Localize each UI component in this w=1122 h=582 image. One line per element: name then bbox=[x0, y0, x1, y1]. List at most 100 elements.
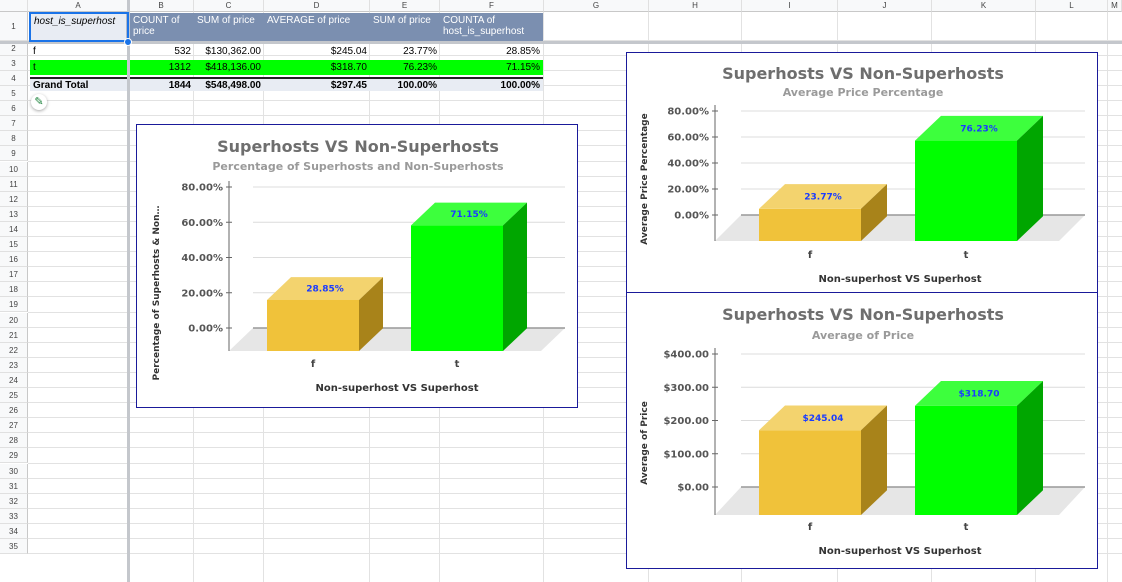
row-header-1[interactable]: 1 bbox=[0, 12, 28, 41]
row-header-26[interactable]: 26 bbox=[0, 403, 28, 419]
pivot-cell-sum-pct[interactable]: 100.00% bbox=[370, 77, 440, 91]
row-header-9[interactable]: 9 bbox=[0, 146, 28, 162]
bar-t-top bbox=[915, 381, 1043, 406]
pivot-cell-sum[interactable]: $418,136.00 bbox=[194, 60, 264, 75]
row-header-22[interactable]: 22 bbox=[0, 342, 28, 358]
y-tick-label: 40.00% bbox=[667, 159, 709, 170]
pivot-row-label[interactable]: f bbox=[33, 46, 36, 57]
column-header-i[interactable]: I bbox=[742, 0, 838, 12]
column-header-g[interactable]: G bbox=[544, 0, 649, 12]
pivot-header-average[interactable]: AVERAGE of price bbox=[264, 13, 370, 41]
frozen-column-divider[interactable] bbox=[127, 0, 130, 582]
pivot-header-count[interactable]: COUNT of price bbox=[130, 13, 194, 41]
row-header-20[interactable]: 20 bbox=[0, 312, 28, 328]
pivot-cell-sum[interactable]: $130,362.00 bbox=[205, 46, 261, 57]
chart-percentage-superhosts[interactable]: Superhosts VS Non-Superhosts Percentage o… bbox=[136, 124, 578, 408]
row-header-25[interactable]: 25 bbox=[0, 388, 28, 404]
row-header-12[interactable]: 12 bbox=[0, 191, 28, 207]
row-header-18[interactable]: 18 bbox=[0, 282, 28, 298]
row-header-23[interactable]: 23 bbox=[0, 357, 28, 373]
pivot-cell-count[interactable]: 1844 bbox=[130, 77, 194, 91]
row-header-13[interactable]: 13 bbox=[0, 206, 28, 222]
select-all-corner[interactable] bbox=[0, 0, 28, 12]
row-header-6[interactable]: 6 bbox=[0, 101, 28, 117]
pivot-header-counta[interactable]: COUNTA of host_is_superhost bbox=[440, 13, 543, 41]
row-header-30[interactable]: 30 bbox=[0, 463, 28, 479]
grid-row-line bbox=[28, 477, 1122, 479]
pivot-cell-avg[interactable]: $245.04 bbox=[330, 46, 367, 57]
pivot-grand-total-label[interactable]: Grand Total bbox=[30, 77, 127, 91]
data-label: 28.85% bbox=[306, 285, 344, 295]
chart-svg: Superhosts VS Non-Superhosts Average of P… bbox=[640, 305, 1085, 557]
bar-f-front bbox=[759, 208, 861, 241]
pivot-header-sum[interactable]: SUM of price bbox=[194, 13, 264, 41]
edit-pivot-pencil-icon[interactable]: ✎ bbox=[31, 94, 47, 110]
column-header-k[interactable]: K bbox=[932, 0, 1036, 12]
grid-row-line bbox=[28, 538, 1122, 539]
column-header-a[interactable]: A bbox=[28, 0, 129, 12]
column-header-e[interactable]: E bbox=[370, 0, 440, 12]
row-header-2[interactable]: 2 bbox=[0, 41, 28, 56]
column-header-m[interactable]: M bbox=[1108, 0, 1122, 12]
y-axis-label: Percentage of Superhosts & Non… bbox=[152, 206, 162, 381]
row-header-16[interactable]: 16 bbox=[0, 252, 28, 268]
row-header-17[interactable]: 17 bbox=[0, 267, 28, 283]
column-header-c[interactable]: C bbox=[194, 0, 264, 12]
column-header-b[interactable]: B bbox=[129, 0, 194, 12]
column-header-d[interactable]: D bbox=[264, 0, 370, 12]
row-header-24[interactable]: 24 bbox=[0, 372, 28, 388]
header-label: host_is_superhost bbox=[34, 16, 116, 27]
pivot-cell-count[interactable]: 532 bbox=[174, 46, 191, 57]
pivot-cell-sum-pct[interactable]: 23.77% bbox=[403, 46, 437, 57]
y-tick-label: $300.00 bbox=[663, 383, 709, 394]
row-header-31[interactable]: 31 bbox=[0, 478, 28, 494]
pivot-cell-sum-pct[interactable]: 76.23% bbox=[370, 60, 440, 75]
row-header-33[interactable]: 33 bbox=[0, 508, 28, 524]
pivot-row-label[interactable]: t bbox=[30, 60, 127, 75]
row-header-34[interactable]: 34 bbox=[0, 523, 28, 539]
row-header-27[interactable]: 27 bbox=[0, 418, 28, 434]
data-label: $318.70 bbox=[959, 389, 1000, 399]
row-header-10[interactable]: 10 bbox=[0, 161, 28, 177]
row-header-8[interactable]: 8 bbox=[0, 131, 28, 147]
column-header-f[interactable]: F bbox=[440, 0, 544, 12]
row-header-14[interactable]: 14 bbox=[0, 221, 28, 237]
chart-average-price-percentage[interactable]: Superhosts VS Non-Superhosts Average Pric… bbox=[626, 52, 1098, 294]
x-category-label: t bbox=[964, 522, 969, 533]
column-header-l[interactable]: L bbox=[1036, 0, 1108, 12]
row-header-4[interactable]: 4 bbox=[0, 71, 28, 86]
pivot-cell-counta[interactable]: 100.00% bbox=[440, 77, 543, 91]
pivot-cell-count[interactable]: 1312 bbox=[130, 60, 194, 75]
row-header-3[interactable]: 3 bbox=[0, 56, 28, 71]
selected-cell-a1[interactable] bbox=[29, 12, 129, 42]
row-header-35[interactable]: 35 bbox=[0, 539, 28, 555]
pivot-header-sum-pct[interactable]: SUM of price bbox=[370, 13, 440, 41]
chart-average-of-price[interactable]: Superhosts VS Non-Superhosts Average of P… bbox=[626, 292, 1098, 569]
y-tick-label: 60.00% bbox=[667, 133, 709, 144]
pivot-cell-avg[interactable]: $318.70 bbox=[264, 60, 370, 75]
y-tick-label: $100.00 bbox=[663, 449, 709, 460]
pivot-cell-avg[interactable]: $297.45 bbox=[264, 77, 370, 91]
chart-svg: Superhosts VS Non-Superhosts Average Pric… bbox=[640, 64, 1085, 285]
column-header-h[interactable]: H bbox=[649, 0, 742, 12]
chart-title: Superhosts VS Non-Superhosts bbox=[722, 64, 1004, 83]
frozen-row-divider[interactable] bbox=[0, 41, 1122, 44]
row-header-29[interactable]: 29 bbox=[0, 448, 28, 464]
row-header-11[interactable]: 11 bbox=[0, 176, 28, 192]
row-header-32[interactable]: 32 bbox=[0, 493, 28, 509]
row-header-5[interactable]: 5 bbox=[0, 86, 28, 102]
pivot-cell-sum[interactable]: $548,498.00 bbox=[194, 77, 264, 91]
row-header-19[interactable]: 19 bbox=[0, 297, 28, 313]
row-header-21[interactable]: 21 bbox=[0, 327, 28, 343]
pivot-cell-counta[interactable]: 71.15% bbox=[440, 60, 543, 75]
pivot-cell-counta[interactable]: 28.85% bbox=[506, 46, 540, 57]
row-header-28[interactable]: 28 bbox=[0, 433, 28, 449]
selection-fill-handle[interactable] bbox=[124, 38, 132, 46]
bar-t-front bbox=[915, 405, 1017, 515]
row-header-15[interactable]: 15 bbox=[0, 237, 28, 253]
row-header-7[interactable]: 7 bbox=[0, 116, 28, 132]
grid-row-line bbox=[28, 85, 1122, 86]
grid-row-line bbox=[28, 55, 1122, 56]
pivot-header-host-is-superhost[interactable]: host_is_superhost bbox=[30, 13, 127, 41]
column-header-j[interactable]: J bbox=[838, 0, 932, 12]
